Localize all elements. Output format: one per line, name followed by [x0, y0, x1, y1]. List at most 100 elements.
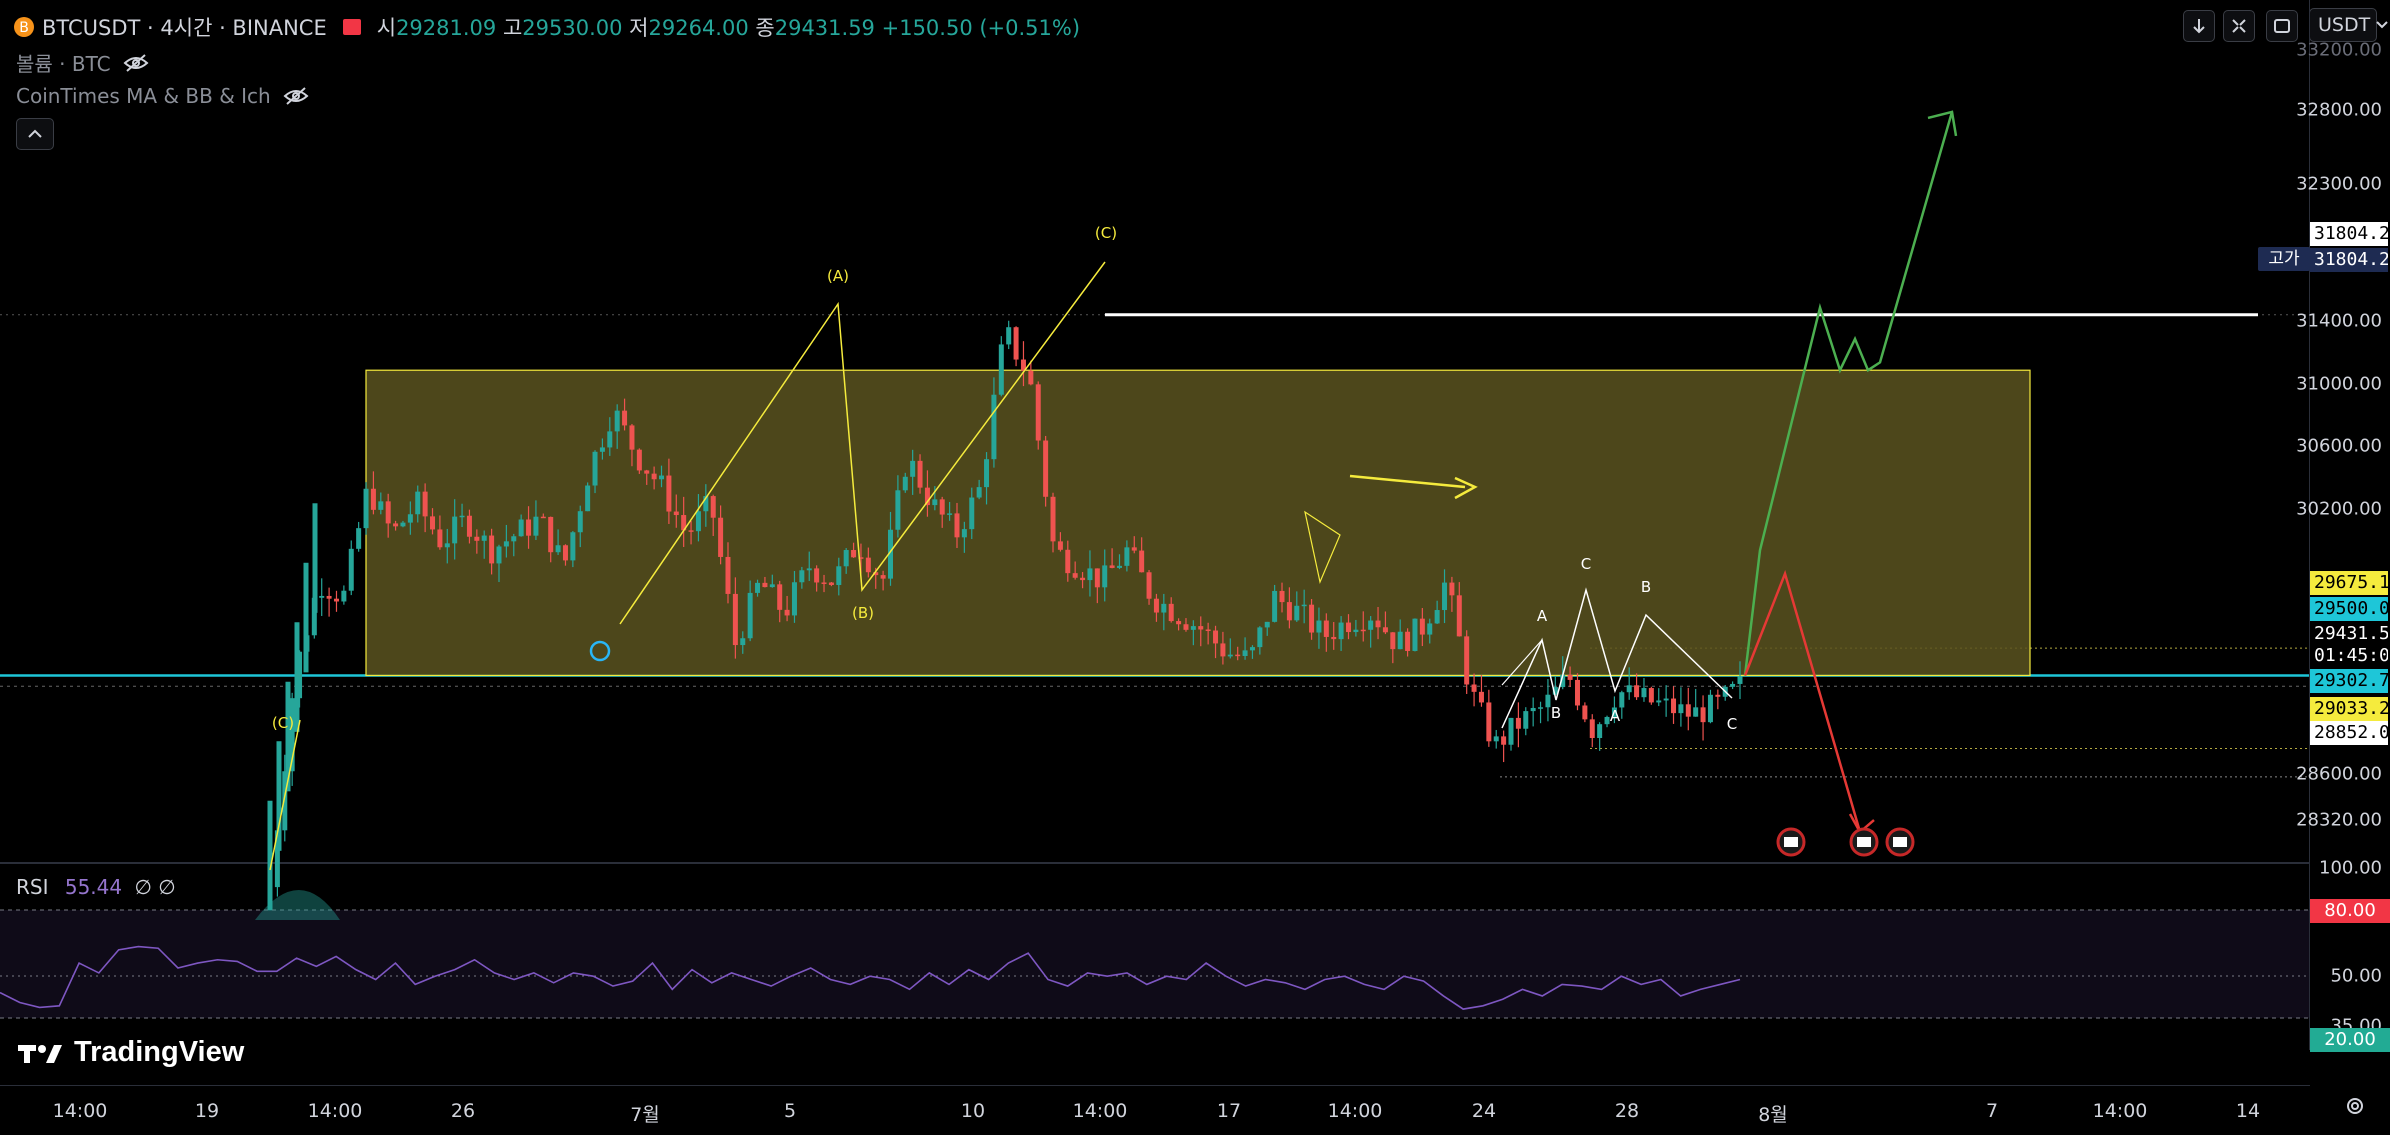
time-tick: 5 [783, 1100, 797, 1122]
flag-icon[interactable] [342, 19, 361, 35]
candle-body [1345, 622, 1351, 633]
time-tick: 19 [194, 1100, 220, 1122]
rsi-extra: ∅ ∅ [134, 875, 176, 899]
candle-body [799, 570, 805, 583]
candle-body [998, 344, 1004, 395]
eye-off-icon[interactable] [123, 53, 149, 72]
flag-icon [1857, 837, 1871, 847]
candle-body [858, 557, 864, 559]
candle-body [1538, 707, 1544, 709]
chevron-up-icon [28, 129, 42, 138]
candle-body [1124, 547, 1130, 566]
candle-body [865, 557, 871, 573]
candle-body [718, 517, 724, 557]
time-tick: 14:00 [307, 1100, 363, 1122]
candle-body [1707, 694, 1713, 723]
tradingview-logo[interactable]: TradingView [18, 1036, 244, 1069]
price-label: 28852.06 [2310, 721, 2388, 745]
candle-body [1065, 549, 1071, 574]
rsi-value: 55.44 [64, 875, 123, 899]
bitcoin-icon: B [14, 17, 34, 37]
candle-body [747, 592, 753, 639]
candle-body [1146, 572, 1152, 599]
candle-body [777, 584, 783, 610]
candle-body [562, 545, 568, 561]
candle-body [895, 490, 901, 530]
flag-icon [1893, 837, 1907, 847]
candle-body [961, 529, 967, 538]
candle-body [636, 449, 642, 471]
volume-indicator[interactable]: 볼륨 · BTC [16, 48, 149, 77]
correction-pattern [1501, 639, 1543, 686]
price-tick: 31400.00 [2296, 310, 2382, 332]
eye-off-icon[interactable] [283, 87, 309, 105]
candle-body [1671, 698, 1677, 714]
candle-body [1634, 685, 1640, 698]
candle-body [880, 575, 886, 579]
candle-body [1501, 736, 1507, 745]
candle-body [888, 529, 894, 579]
candle-body [954, 513, 960, 538]
rsi-header[interactable]: RSI 55.44 ∅ ∅ [16, 875, 176, 899]
candle-body [1604, 716, 1610, 725]
candle-body [289, 698, 295, 772]
price-label: 29033.24 [2310, 697, 2388, 721]
wave-label: A [1610, 707, 1621, 725]
price-tick: 32800.00 [2296, 99, 2382, 121]
price-chart[interactable]: (C) (A) (B) (C) A B C B A C [0, 0, 2310, 1085]
wave-arrow [1349, 474, 1466, 489]
candle-body [873, 572, 879, 576]
candle-body [1279, 590, 1285, 603]
candle-body [1368, 620, 1374, 630]
symbol-title[interactable]: BTCUSDT · 4시간 · BINANCE [42, 16, 327, 40]
arrow-down-button[interactable] [2183, 10, 2215, 42]
price-axis[interactable]: 33200.00 32800.00 32300.00 31400.00 3100… [2296, 0, 2390, 1050]
fullscreen-button[interactable] [2266, 10, 2298, 42]
price-tick: 28600.00 [2296, 763, 2382, 785]
candle-body [1685, 704, 1691, 717]
wave-label: (B) [852, 604, 874, 622]
candle-body [1323, 620, 1329, 637]
candle-body [1471, 684, 1477, 692]
candle-body [1028, 370, 1034, 385]
arrow-head [1927, 110, 1958, 137]
candle-body [1006, 327, 1012, 345]
overlay-indicator[interactable]: CoinTimes MA & BB & Ich [16, 84, 309, 108]
settings-icon[interactable] [2344, 1095, 2366, 1117]
close-value: 29431.59 [774, 16, 875, 40]
candle-body [917, 460, 923, 488]
collapse-indicators-button[interactable] [16, 118, 54, 150]
candle-body [614, 410, 620, 432]
price-label: 29675.18 [2310, 571, 2388, 595]
time-axis[interactable]: 14:00 19 14:00 26 7월 5 10 14:00 17 14:00 24 28 8월 7 14… [0, 1085, 2310, 1135]
compress-button[interactable] [2223, 10, 2255, 42]
candle-body [1619, 692, 1625, 708]
volume-label: 볼륨 · BTC [16, 52, 111, 76]
candle-body [1094, 568, 1100, 588]
candle-body [1419, 618, 1425, 635]
price-tick: 31000.00 [2296, 373, 2382, 395]
candle-body [1737, 676, 1743, 684]
price-tick: 33200.00 [2296, 39, 2382, 61]
candle-body [1257, 627, 1263, 648]
candle-body [910, 460, 916, 477]
candle-body [806, 568, 812, 571]
candle-body [1486, 702, 1492, 742]
fullscreen-icon [2274, 19, 2290, 33]
triangle-pattern [1304, 510, 1341, 584]
candle-body [1153, 598, 1159, 613]
candle-body [1427, 623, 1433, 635]
candle-body [924, 487, 930, 506]
candle-body [267, 800, 273, 911]
rsi-label: RSI [16, 875, 49, 899]
candle-body [755, 582, 761, 593]
candle-body [1353, 629, 1359, 633]
change-value: +150.50 (+0.51%) [881, 16, 1081, 40]
candle-body [1405, 631, 1411, 651]
rsi-line [0, 945, 1741, 1010]
candle-body [385, 501, 391, 524]
chevron-down-icon[interactable] [2376, 21, 2388, 29]
price-tick: 30200.00 [2296, 498, 2382, 520]
candle-body [422, 491, 428, 517]
